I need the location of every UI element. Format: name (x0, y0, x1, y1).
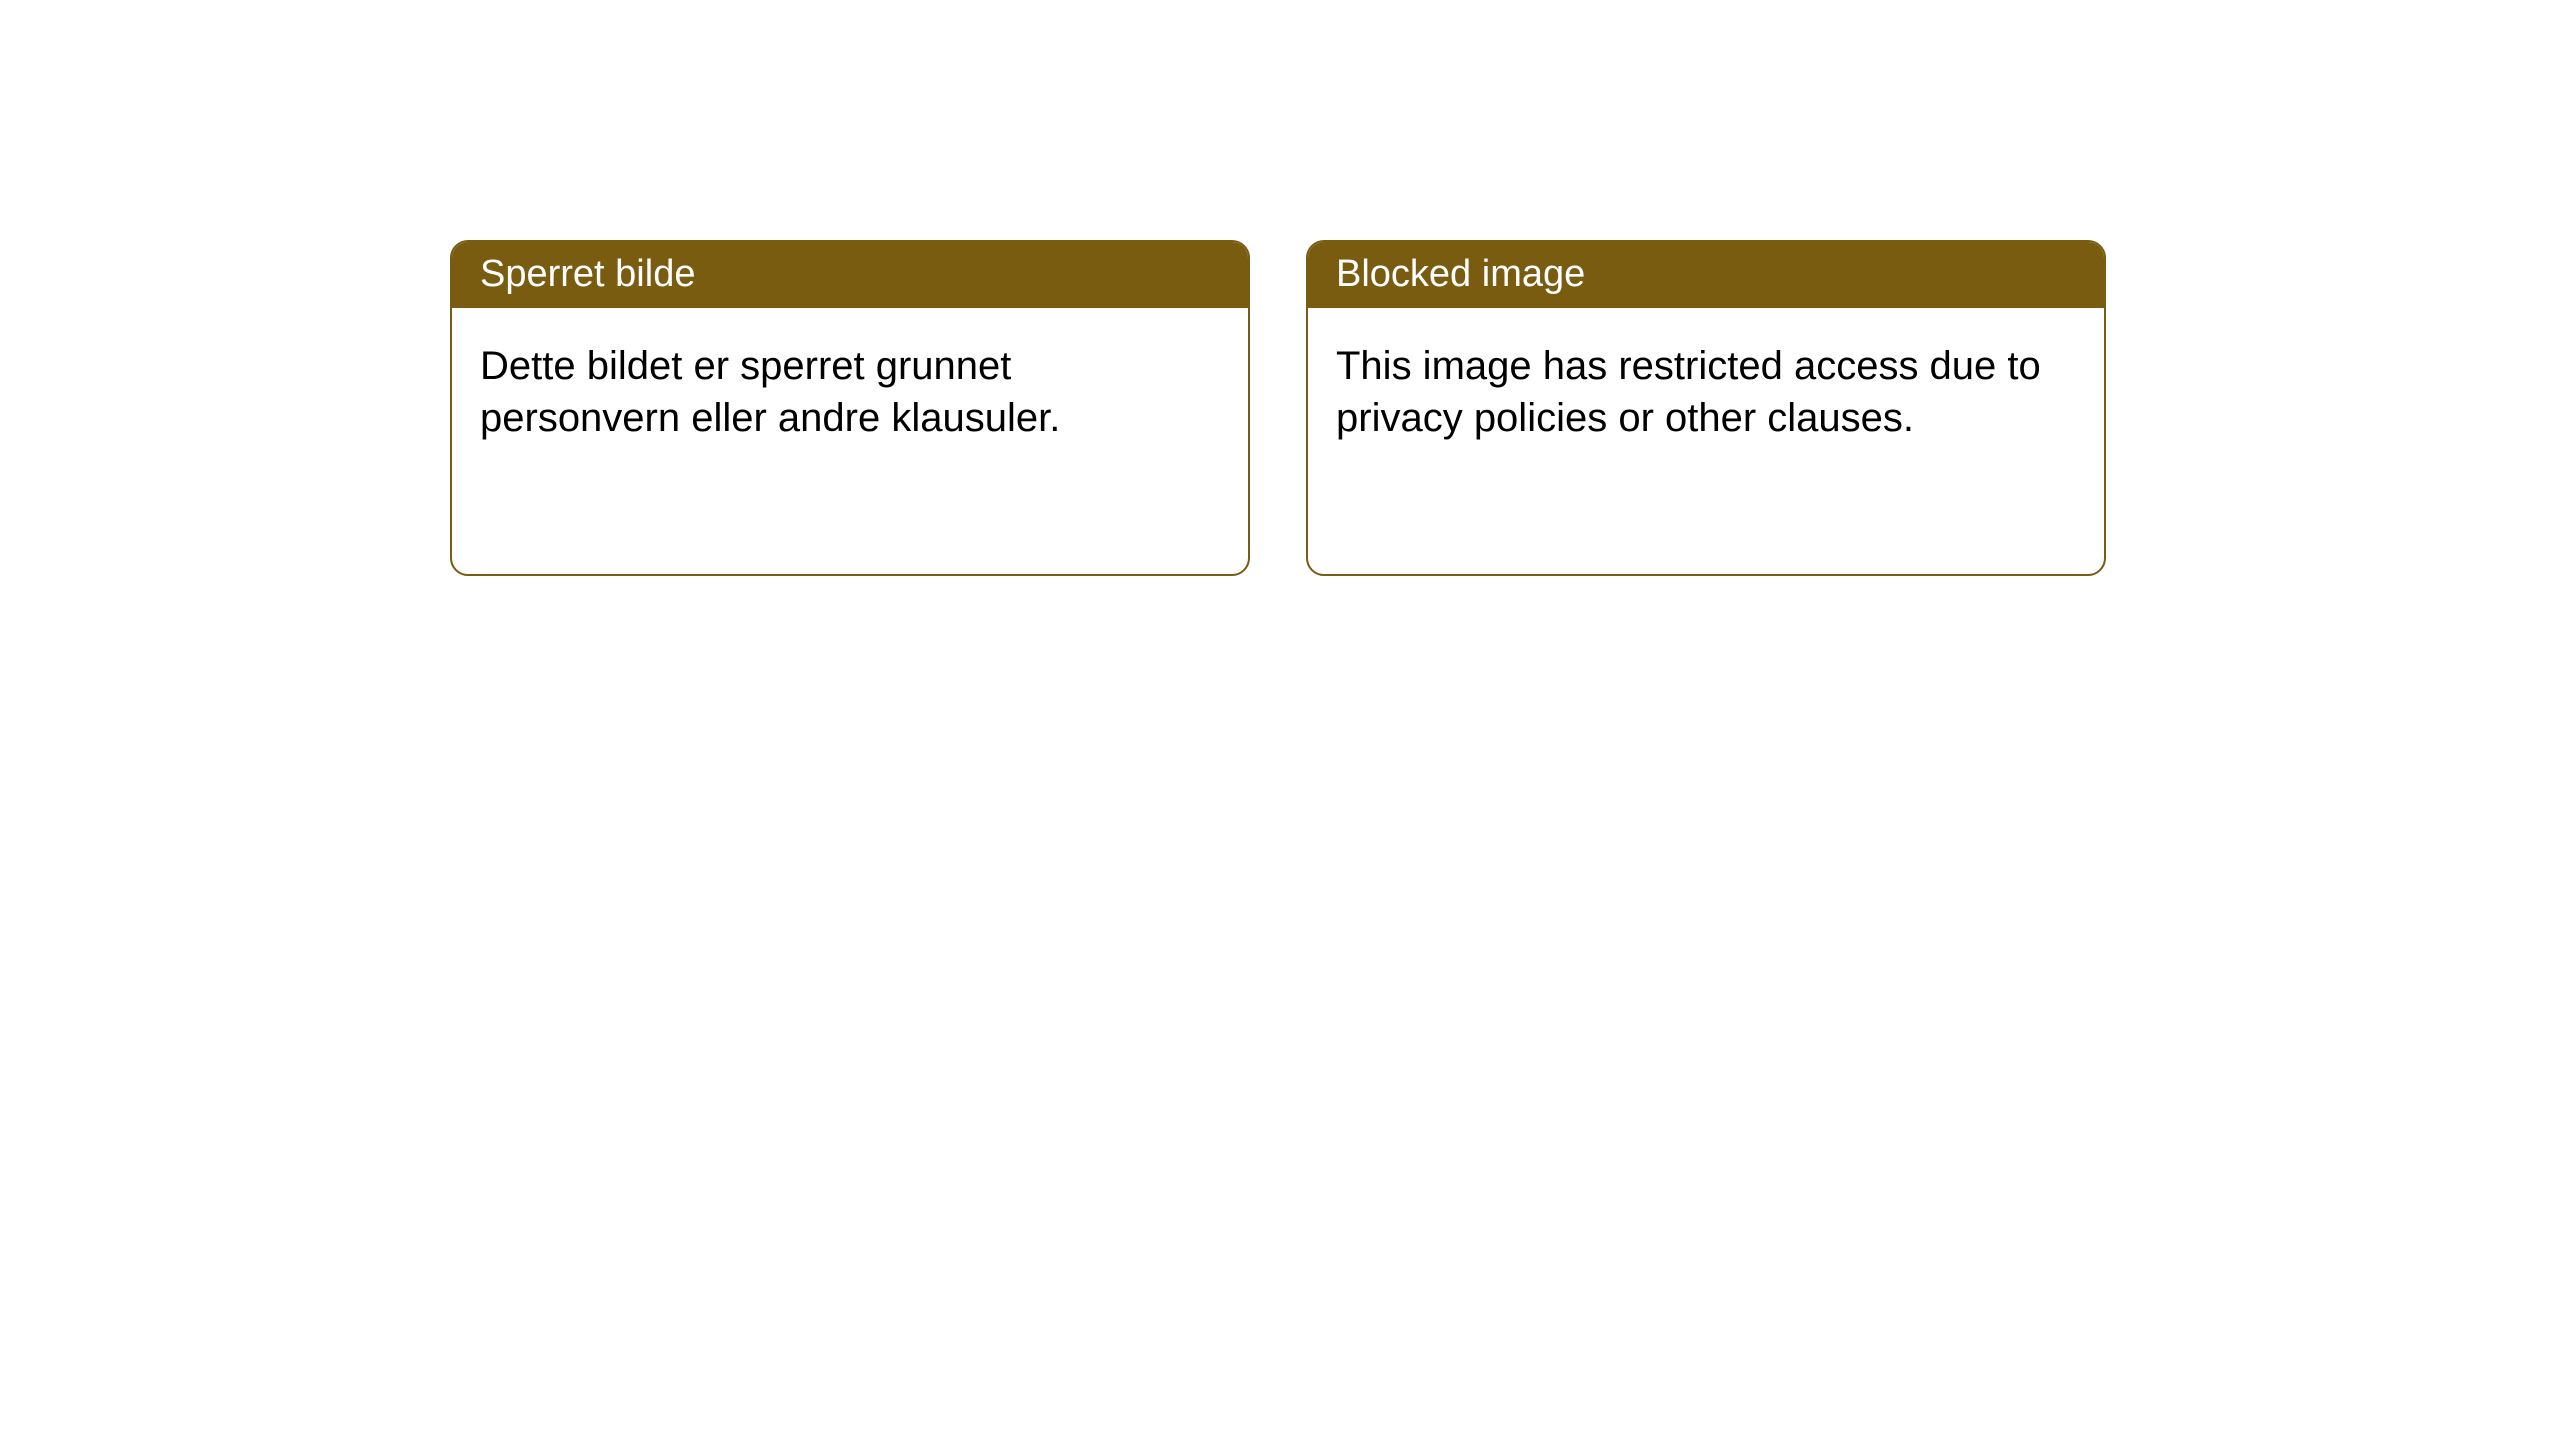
card-header-text: Blocked image (1336, 253, 1585, 295)
blocked-image-card-english: Blocked image This image has restricted … (1306, 240, 2106, 576)
notice-cards-container: Sperret bilde Dette bildet er sperret gr… (450, 240, 2106, 576)
card-header-norwegian: Sperret bilde (452, 242, 1248, 308)
card-header-text: Sperret bilde (480, 253, 695, 295)
card-body-text: Dette bildet er sperret grunnet personve… (480, 344, 1060, 440)
card-body-text: This image has restricted access due to … (1336, 344, 2041, 440)
card-body-english: This image has restricted access due to … (1308, 308, 2104, 476)
card-body-norwegian: Dette bildet er sperret grunnet personve… (452, 308, 1248, 476)
blocked-image-card-norwegian: Sperret bilde Dette bildet er sperret gr… (450, 240, 1250, 576)
card-header-english: Blocked image (1308, 242, 2104, 308)
